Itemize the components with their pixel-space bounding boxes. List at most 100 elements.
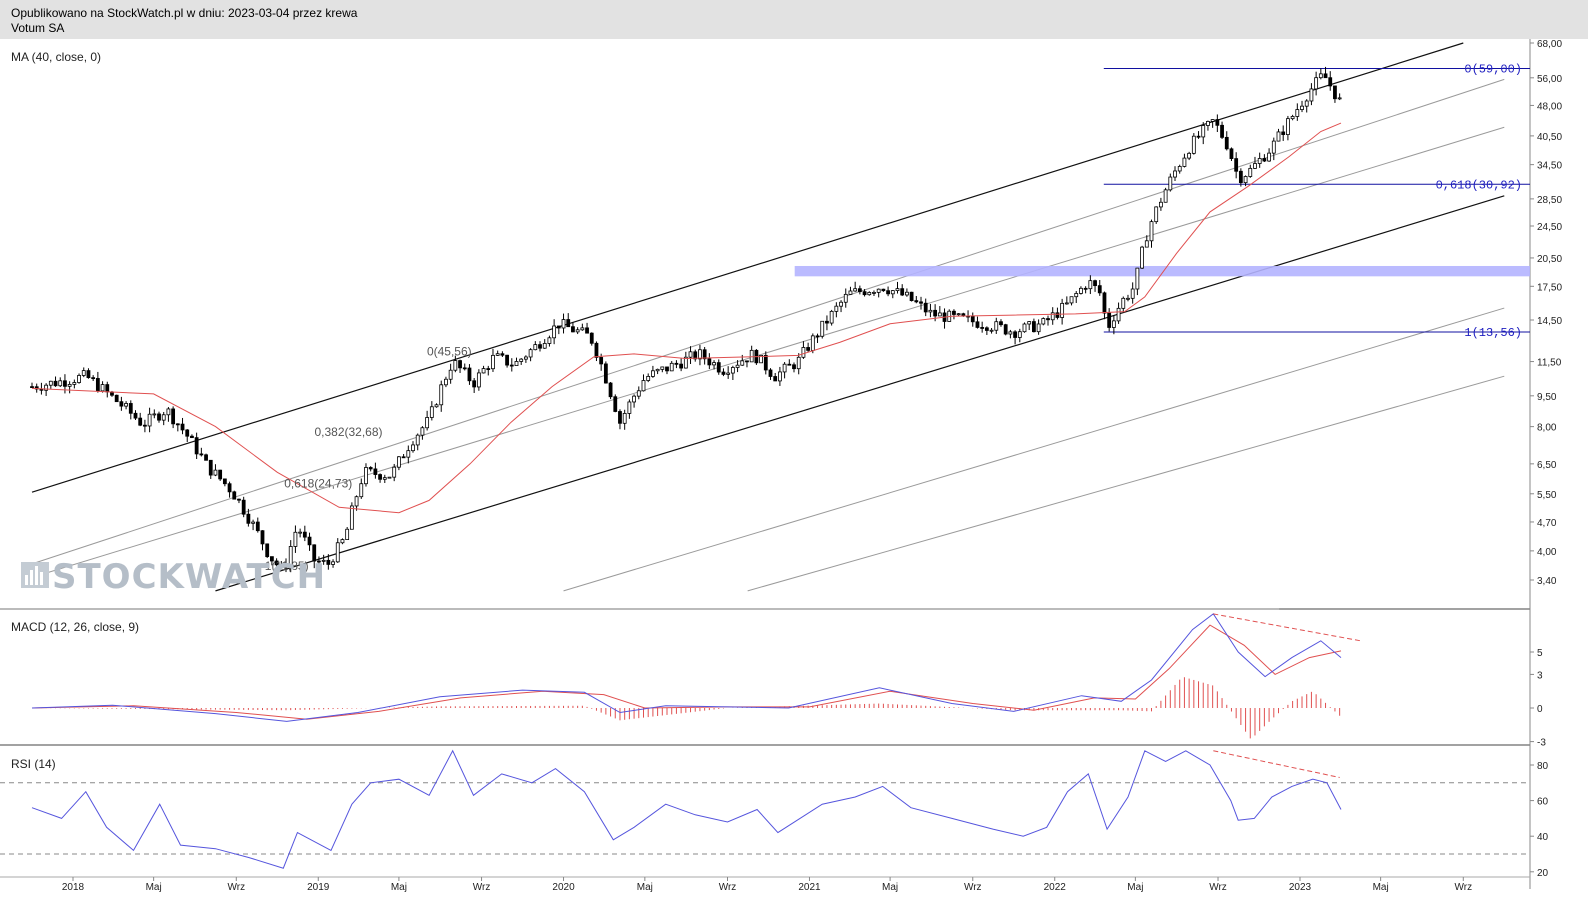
candle-body (1201, 125, 1206, 138)
candle-body (448, 369, 453, 380)
candle-body (44, 384, 49, 391)
fib-retracement-label: 0,618(24,73) (284, 476, 352, 490)
candle-body (641, 380, 646, 392)
candle-body (444, 378, 448, 386)
candle-body (420, 427, 425, 436)
candle-body (632, 395, 636, 403)
candle-body (1206, 121, 1210, 126)
candle-body (1126, 297, 1130, 300)
candle-body (956, 313, 961, 316)
candle-body (63, 380, 67, 387)
candle-body (1333, 85, 1337, 100)
candle-body (613, 396, 618, 412)
rsi-tick-label: 40 (1537, 832, 1549, 843)
candle-body (627, 401, 632, 414)
candle-body (594, 342, 599, 358)
candle-body (519, 358, 524, 362)
candle-body (1173, 170, 1177, 178)
candle-body (876, 288, 881, 293)
candle-body (124, 403, 128, 407)
candle-body (1191, 135, 1196, 154)
candle-body (1107, 312, 1112, 328)
time-tick-label: 2021 (798, 882, 821, 893)
candle-body (194, 437, 199, 455)
candle-body (392, 466, 397, 478)
candle-body (787, 363, 792, 366)
candle-body (359, 483, 364, 498)
rsi-tick-label: 20 (1537, 868, 1549, 879)
candle-body (218, 469, 223, 480)
candle-body (721, 371, 726, 375)
candle-body (665, 366, 669, 372)
time-tick-label: Wrz (473, 882, 491, 893)
candle-body (349, 505, 354, 530)
candle-body (980, 327, 985, 329)
candle-body (900, 288, 905, 296)
candle-body (190, 435, 194, 439)
parallel-channel-line (31, 126, 1505, 578)
candle-body (937, 312, 942, 317)
candle-body (491, 354, 495, 370)
time-tick-label: Maj (391, 882, 407, 893)
candle-body (825, 320, 829, 324)
candle-body (622, 413, 627, 424)
time-tick-label: 2022 (1044, 882, 1067, 893)
macd-line (31, 613, 1342, 722)
candle-body (707, 358, 712, 366)
candle-body (1135, 267, 1140, 290)
candle-body (599, 357, 604, 365)
candle-body (166, 408, 171, 416)
candle-body (1097, 285, 1102, 294)
candle-body (674, 362, 679, 365)
candle-body (1027, 321, 1032, 325)
candle-body (1248, 167, 1253, 177)
candle-body (467, 367, 472, 382)
candle-body (1022, 323, 1027, 333)
candle-body (740, 360, 745, 366)
candle-body (1144, 240, 1149, 248)
stock-chart: 68,00 56,00 48,00 40,50 34,50 28,50 24,50 20,50… (0, 39, 1562, 893)
candle-body (175, 423, 180, 426)
candle-body (829, 310, 834, 324)
candle-body (895, 288, 900, 292)
candle-body (439, 384, 444, 406)
candle-body (274, 560, 279, 566)
candle-body (321, 559, 326, 562)
candle-body (1323, 73, 1328, 79)
price-panel: 68,00 56,00 48,00 40,50 34,50 28,50 24,50 20,50… (11, 39, 1562, 597)
macd-tick-label: 3 (1537, 670, 1543, 681)
candle-body (702, 349, 707, 360)
candle-body (561, 319, 566, 329)
candle-body (806, 347, 811, 351)
candle-body (406, 450, 411, 458)
candle-body (453, 360, 458, 371)
macd-tick-label: 0 (1537, 704, 1543, 715)
candle-body (1064, 302, 1069, 305)
time-tick-label: 2018 (62, 882, 85, 893)
candle-body (839, 301, 843, 307)
candle-body (655, 368, 660, 372)
candle-body (763, 354, 768, 371)
candle-body (1116, 307, 1121, 322)
candle-body (1253, 163, 1257, 169)
price-tick-label: 56,00 (1537, 74, 1562, 85)
candle-body (1234, 158, 1239, 172)
rsi-tick-label: 80 (1537, 761, 1549, 772)
candle-body (524, 356, 528, 360)
candle-body (67, 384, 72, 387)
candle-body (251, 521, 255, 524)
instrument-name: Votum SA (11, 21, 65, 35)
candle-body (1187, 152, 1192, 159)
candle-body (1168, 176, 1173, 191)
candle-body (1041, 318, 1046, 325)
fib-retracement-label: 0(45,56) (427, 344, 472, 358)
rsi-indicator-label: RSI (14) (11, 757, 56, 771)
price-tick-label: 20,50 (1537, 254, 1562, 265)
candle-body (1008, 331, 1013, 335)
trend-channel-lines (31, 42, 1505, 592)
publication-header: Opublikowano na StockWatch.pl w dniu: 20… (0, 0, 1588, 39)
candle-body (905, 291, 909, 296)
candle-body (999, 321, 1003, 326)
price-tick-label: 8,00 (1537, 423, 1557, 434)
candle-body (415, 434, 420, 446)
